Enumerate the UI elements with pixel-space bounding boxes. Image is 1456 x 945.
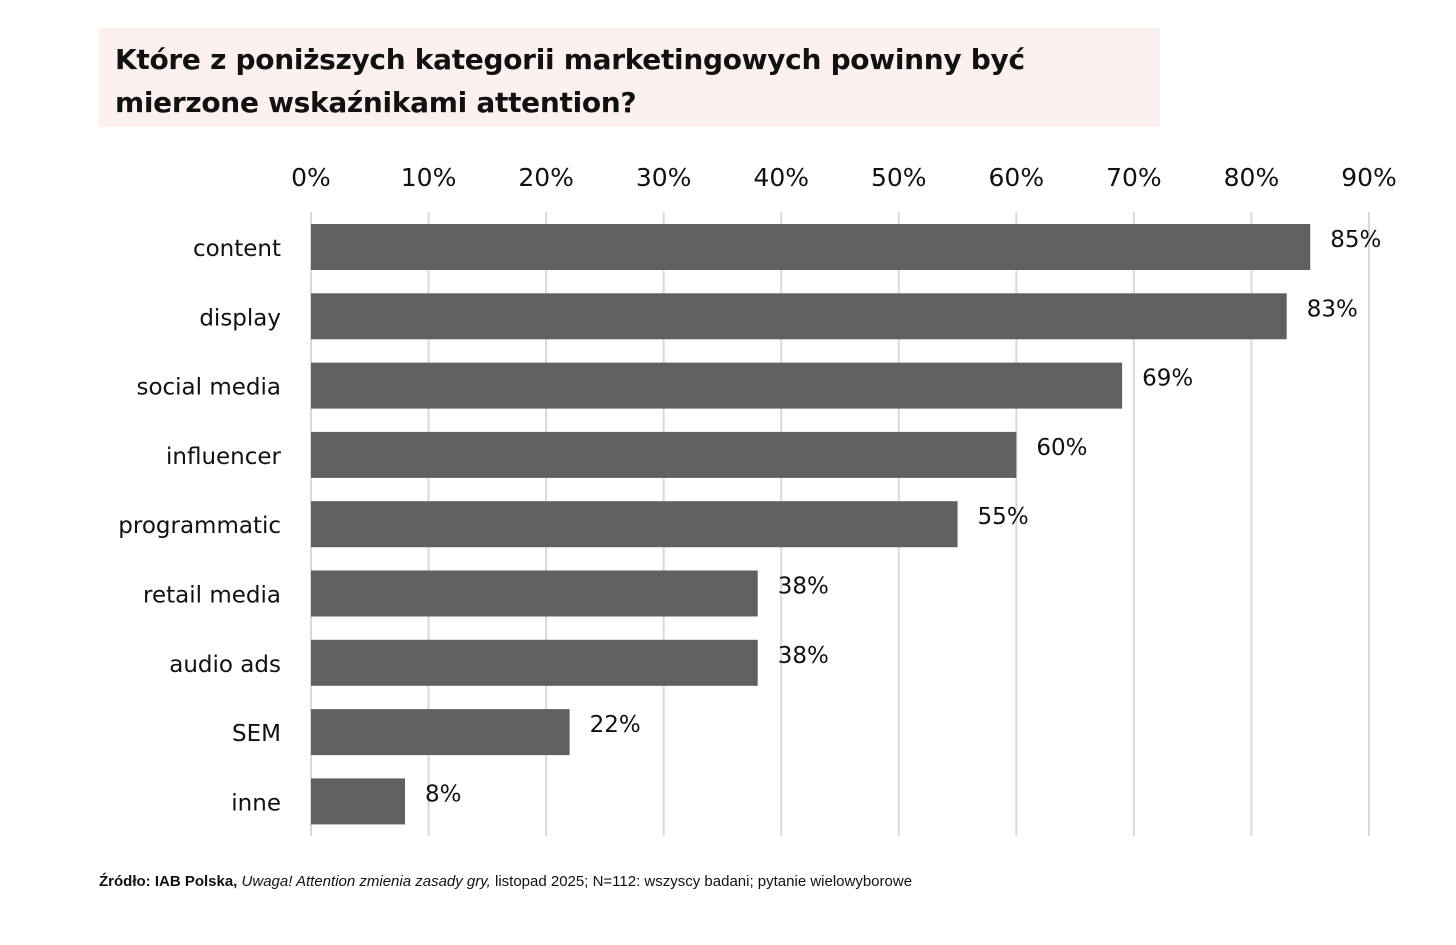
source-prefix: Źródło: IAB Polska, bbox=[99, 873, 238, 890]
bar bbox=[311, 293, 1287, 340]
bar bbox=[311, 778, 406, 825]
bar-chart: 0% 10% 20% 30% 40% 50% 60% 70% 80% 90% content 85% d… bbox=[118, 163, 1397, 836]
x-tick-label: 60% bbox=[989, 163, 1045, 192]
data-label: 69% bbox=[1142, 366, 1193, 392]
category-label: display bbox=[199, 305, 281, 331]
bar bbox=[311, 501, 958, 548]
bar bbox=[311, 431, 1017, 478]
bar bbox=[311, 639, 758, 686]
x-tick-label: 30% bbox=[636, 163, 692, 192]
x-tick-label: 0% bbox=[291, 163, 331, 192]
category-label: influencer bbox=[166, 444, 282, 470]
category-label: inne bbox=[231, 790, 281, 816]
source-details: listopad 2025; N=112: wszyscy badani; py… bbox=[495, 873, 913, 890]
title-box: Które z poniższych kategorii marketingow… bbox=[99, 28, 1160, 127]
category-label: retail media bbox=[143, 583, 281, 609]
bar bbox=[311, 362, 1123, 409]
source-note: Źródło: IAB Polska, Uwaga! Attention zmi… bbox=[99, 873, 912, 890]
data-label: 22% bbox=[590, 712, 641, 738]
category-label: social media bbox=[136, 375, 281, 401]
data-label: 8% bbox=[425, 781, 462, 807]
data-label: 85% bbox=[1330, 227, 1381, 253]
data-label: 38% bbox=[778, 574, 829, 600]
data-label: 83% bbox=[1307, 296, 1358, 322]
bar bbox=[311, 570, 758, 617]
data-label: 60% bbox=[1036, 435, 1087, 461]
data-label: 38% bbox=[778, 643, 829, 669]
bar bbox=[311, 224, 1311, 270]
chart-title: Które z poniższych kategorii marketingow… bbox=[115, 43, 1025, 119]
category-label: content bbox=[193, 236, 281, 262]
x-tick-label: 80% bbox=[1224, 163, 1280, 192]
source-publication: Uwaga! Attention zmienia zasady gry, bbox=[241, 873, 491, 890]
x-tick-label: 40% bbox=[753, 163, 809, 192]
x-tick-label: 90% bbox=[1341, 163, 1397, 192]
category-label: audio ads bbox=[169, 652, 281, 678]
x-tick-label: 10% bbox=[401, 163, 457, 192]
x-tick-label: 70% bbox=[1106, 163, 1162, 192]
category-label: SEM bbox=[232, 721, 281, 747]
data-label: 55% bbox=[978, 504, 1029, 530]
x-tick-label: 50% bbox=[871, 163, 927, 192]
category-label: programmatic bbox=[118, 513, 281, 539]
bar bbox=[311, 709, 570, 756]
x-tick-label: 20% bbox=[518, 163, 574, 192]
